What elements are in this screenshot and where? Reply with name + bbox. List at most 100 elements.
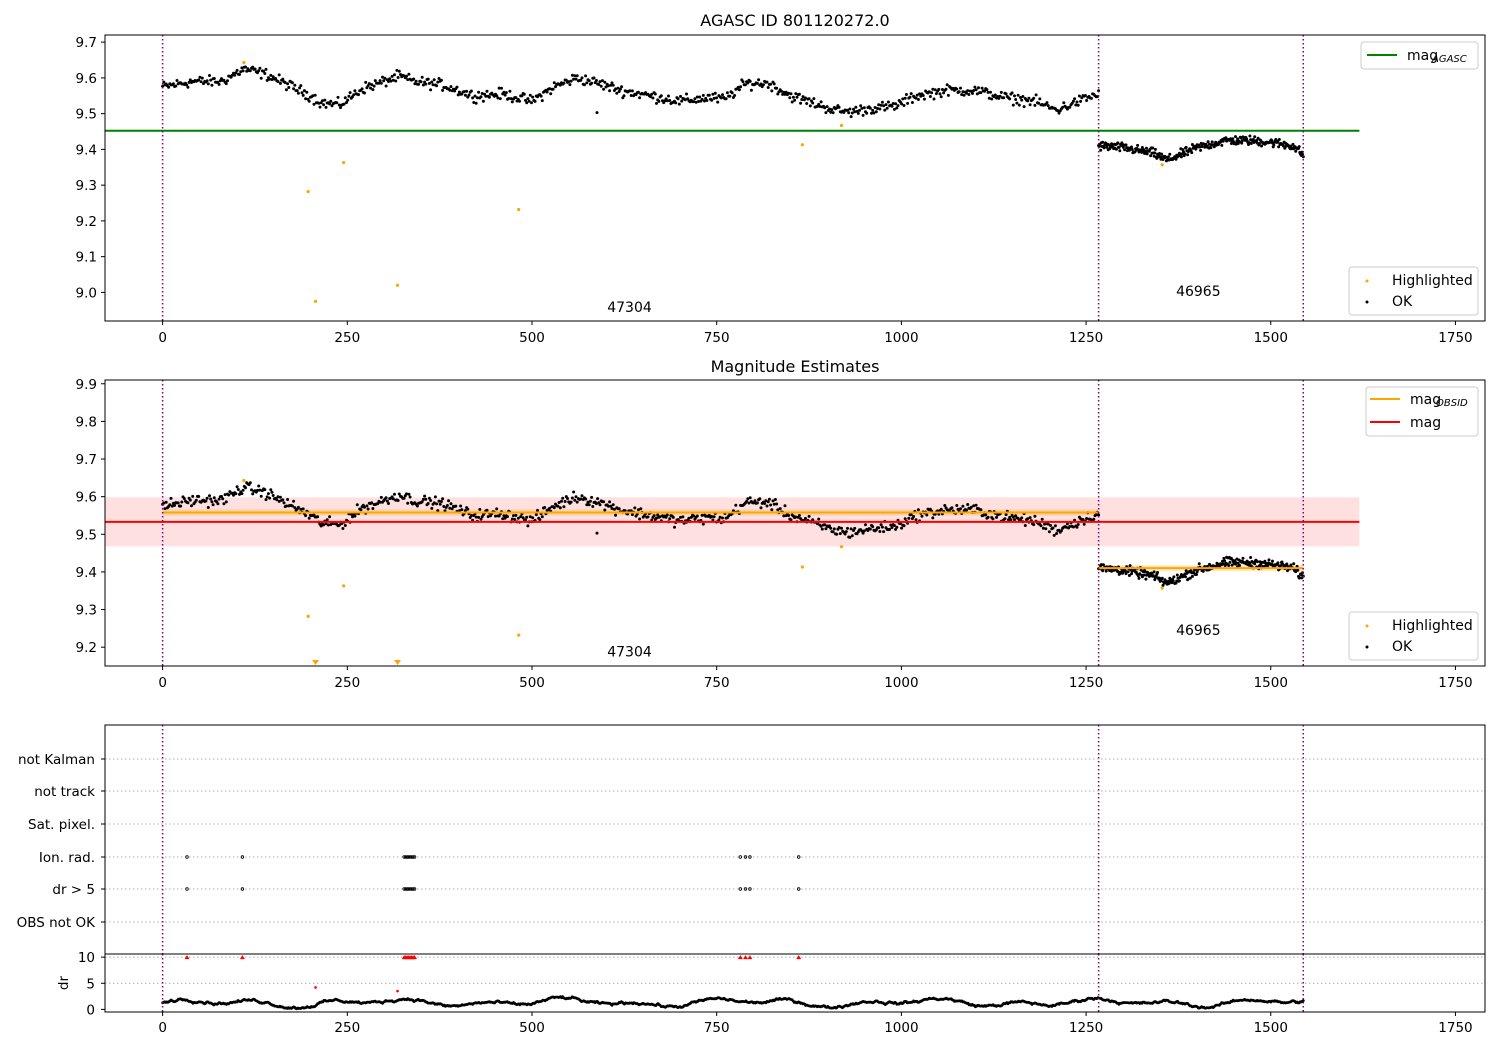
ok-point	[276, 495, 280, 499]
ok-point	[1014, 98, 1018, 101]
ok-point	[531, 516, 535, 520]
ok-point	[765, 80, 769, 84]
ok-point	[1151, 146, 1155, 150]
y-tick-label: 9.2	[76, 214, 97, 230]
ok-point	[724, 97, 728, 101]
ok-point	[989, 90, 992, 94]
ok-point	[1089, 96, 1093, 100]
ok-point	[363, 91, 366, 95]
ok-point	[293, 83, 297, 87]
ok-point	[789, 92, 793, 96]
highlighted-point	[839, 123, 844, 128]
ok-point	[961, 504, 965, 508]
ok-point	[879, 523, 883, 527]
ok-point	[776, 92, 780, 96]
ok-point	[638, 517, 642, 521]
ok-point	[838, 532, 842, 536]
ok-point	[250, 488, 253, 492]
ok-point	[210, 83, 214, 87]
flag-row-label: Ion. rad.	[39, 850, 95, 866]
ok-point	[615, 91, 619, 95]
ok-point	[176, 501, 180, 505]
ok-point	[475, 96, 479, 100]
ok-point	[778, 507, 782, 511]
ok-point	[674, 101, 678, 105]
ok-point	[895, 106, 899, 110]
ok-point	[524, 98, 527, 102]
ok-point	[408, 495, 412, 499]
ok-point	[819, 524, 823, 528]
ok-point	[352, 93, 356, 97]
ok-point	[1056, 109, 1060, 113]
ok-point	[527, 99, 531, 103]
x-tick-label: 0	[158, 330, 167, 346]
ok-point	[312, 102, 316, 106]
flag-point	[743, 855, 748, 859]
ok-point	[889, 523, 893, 527]
ok-point	[1064, 525, 1068, 529]
ok-point	[526, 524, 530, 528]
x-tick-label: 0	[158, 1020, 167, 1036]
ok-point	[197, 78, 201, 82]
ok-point	[1046, 104, 1050, 108]
ok-point	[256, 488, 259, 492]
ok-point	[241, 69, 245, 73]
flag-row-label: OBS not OK	[17, 915, 97, 931]
ok-point	[528, 93, 532, 97]
ok-point	[299, 507, 303, 511]
ok-point	[1281, 144, 1285, 148]
ok-point	[618, 87, 622, 91]
ok-point	[265, 495, 269, 499]
ok-point	[572, 77, 576, 81]
ok-point	[241, 488, 245, 492]
ok-point	[835, 106, 839, 110]
ok-point	[940, 88, 944, 91]
ok-point	[1277, 138, 1281, 141]
ok-point	[324, 105, 328, 109]
ok-point	[652, 514, 656, 518]
ok-point	[955, 504, 959, 507]
ok-point	[974, 503, 978, 507]
ok-point	[1116, 141, 1120, 145]
ok-point	[326, 523, 330, 527]
ok-point	[413, 82, 417, 86]
ok-point	[799, 101, 803, 105]
ok-point	[190, 504, 193, 508]
ok-point	[844, 530, 848, 534]
ok-point	[1289, 563, 1293, 567]
ok-point	[934, 92, 938, 96]
ok-point	[721, 516, 724, 520]
x-tick-label: 1000	[884, 330, 918, 346]
ok-point	[971, 91, 974, 95]
ok-point	[238, 73, 241, 76]
ok-point	[745, 499, 749, 503]
ok-point	[1272, 143, 1276, 147]
ok-point	[217, 497, 221, 501]
ok-point	[266, 492, 270, 496]
legend-label-mag-2: mag	[1410, 415, 1441, 431]
ok-point	[456, 93, 460, 97]
dr-outlier-marker	[184, 955, 190, 960]
ok-point	[1118, 149, 1122, 153]
magnitude-y-ticks: 9.2 9.3 9.4 9.5 9.6 9.7 9.8 9.9	[76, 377, 105, 656]
ok-point	[820, 527, 824, 531]
ok-point	[960, 93, 964, 97]
ok-point	[1123, 148, 1127, 152]
ok-point	[818, 105, 822, 108]
ok-point	[1160, 576, 1164, 580]
ok-point	[258, 488, 262, 492]
ok-point	[1057, 111, 1061, 115]
ok-point	[469, 514, 473, 517]
ok-point	[390, 74, 394, 78]
ok-point	[1267, 558, 1271, 562]
ok-point	[595, 111, 599, 115]
ok-point	[208, 74, 211, 77]
flag-point	[738, 855, 743, 859]
ok-point	[985, 88, 989, 92]
ok-point	[376, 502, 380, 506]
ok-point	[459, 504, 463, 508]
ok-point	[728, 94, 732, 98]
ok-point	[933, 88, 937, 92]
ok-point	[170, 504, 174, 508]
ok-point	[221, 497, 225, 501]
